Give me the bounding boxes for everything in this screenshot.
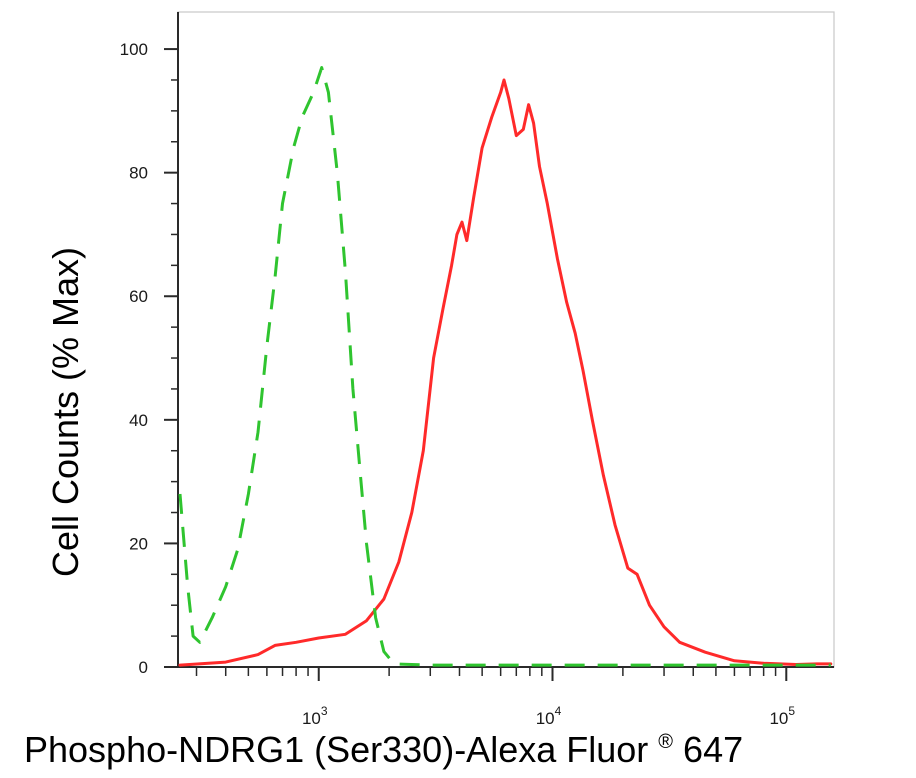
plot-frame	[177, 11, 835, 668]
x-tick-label: 104	[536, 704, 562, 728]
plot-area	[177, 11, 835, 668]
x-tick-label: 105	[769, 704, 795, 728]
y-tick-label: 60	[129, 287, 148, 306]
control-series-line	[178, 66, 831, 667]
x-axis-ticks: 103 104 105	[195, 667, 795, 728]
y-tick-label: 100	[120, 40, 148, 59]
x-axis-title: Phospho-NDRG1 (Ser330)-Alexa Fluor ® 647	[24, 715, 743, 770]
y-tick-label: 0	[139, 658, 148, 677]
y-tick-label: 80	[129, 164, 148, 183]
y-tick-label: 40	[129, 411, 148, 430]
stained-series-line	[178, 78, 833, 667]
x-axis-title-main: Phospho-NDRG1 (Ser330)-Alexa Fluor	[24, 729, 648, 770]
series-layer	[178, 66, 833, 667]
y-tick-label: 20	[129, 534, 148, 553]
x-tick-label: 103	[302, 704, 328, 728]
x-axis-title-registered-mark: ®	[658, 731, 673, 753]
y-axis-title: Cell Counts (% Max)	[45, 247, 86, 577]
y-axis-ticks: 0 20 40 60 80 100	[120, 40, 178, 677]
x-axis-title-suffix: 647	[683, 729, 743, 770]
